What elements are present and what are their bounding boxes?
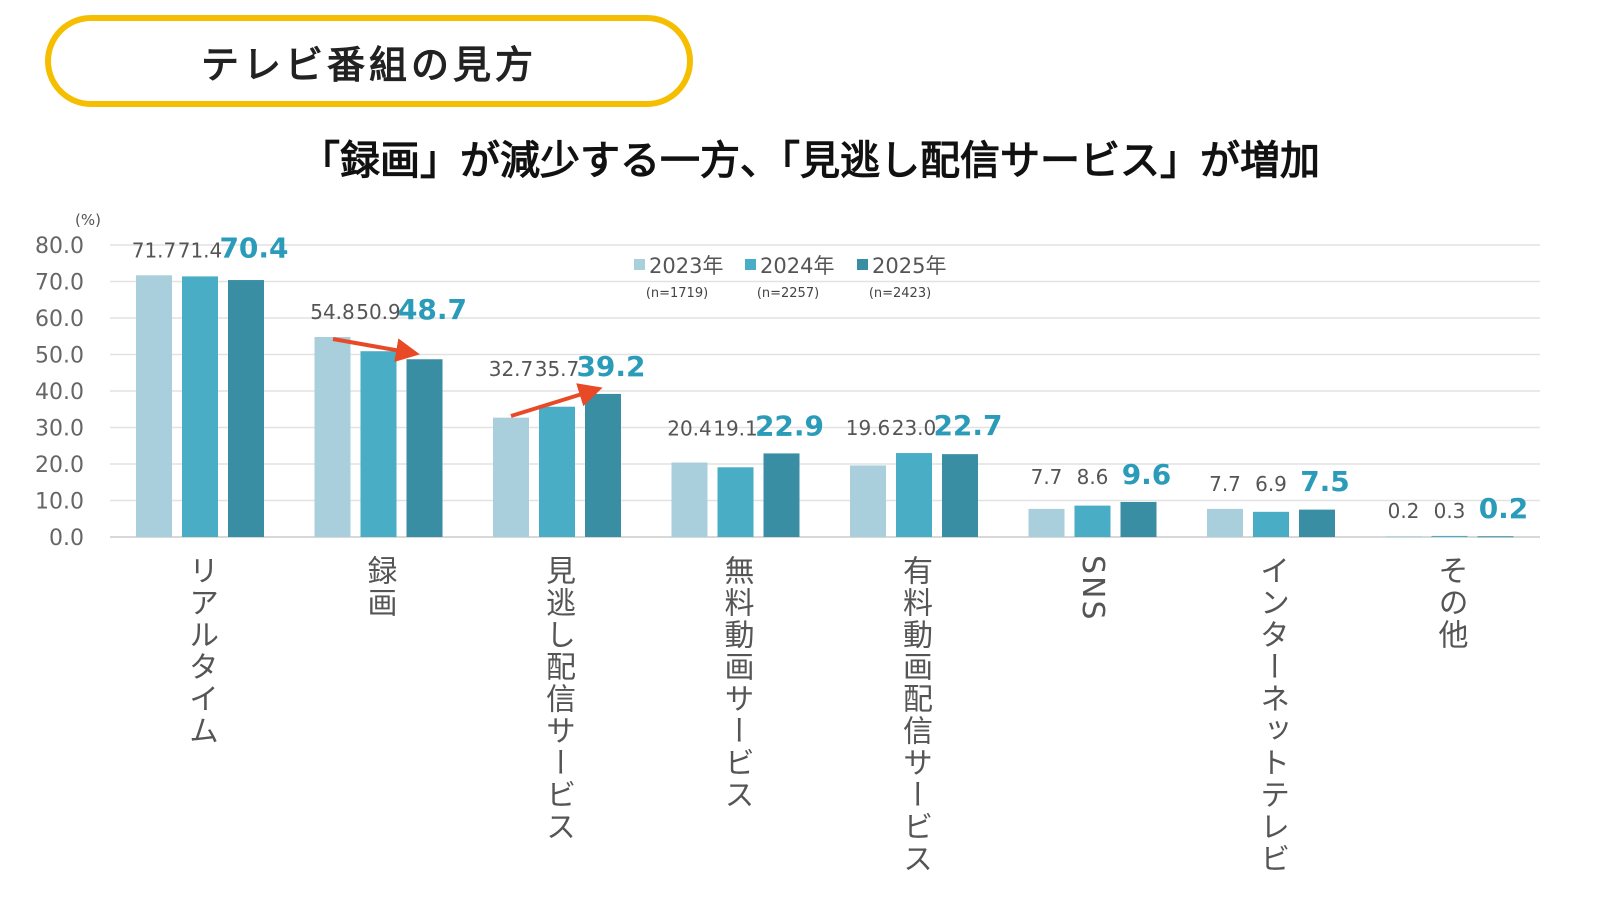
bar-2023年-見逃し配信サービス: [493, 417, 529, 537]
section-title-pill: テレビ番組の見方: [45, 15, 693, 107]
data-label: 7.5: [1300, 465, 1350, 498]
bar-2025年-無料動画サービス: [763, 453, 800, 537]
bar-2023年-インターネットテレビ: [1207, 508, 1243, 537]
bar-2024年-SNS: [1074, 505, 1111, 537]
data-label: 39.2: [576, 350, 645, 383]
bar-2025年-見逃し配信サービス: [585, 393, 621, 537]
bar-2023年-無料動画サービス: [671, 462, 708, 537]
data-label: 48.7: [398, 293, 467, 326]
bar-2023年-録画: [314, 336, 351, 537]
legend-sample-size: (n=1719): [646, 286, 708, 301]
chart-title: 「録画」が減少する一方、「見逃し配信サービス」が増加: [300, 138, 1320, 184]
x-tick-label: その他: [1432, 555, 1468, 651]
bar-2024年-見逃し配信サービス: [539, 406, 575, 537]
legend-sample-size: (n=2257): [757, 286, 819, 301]
data-label: 0.2: [1388, 499, 1420, 523]
legend-swatch: [745, 259, 756, 270]
data-label: 6.9: [1255, 472, 1287, 496]
legend-label: 2024年: [760, 254, 834, 278]
section-title: テレビ番組の見方: [200, 42, 537, 87]
bar-2024年-録画: [360, 351, 397, 537]
bar-2023年-有料動画配信サービス: [850, 465, 886, 537]
bar-2025年-その他: [1477, 536, 1514, 538]
y-tick-label: 40.0: [35, 380, 84, 405]
x-tick-label: リアルタイム: [183, 555, 218, 747]
data-label: 7.7: [1209, 472, 1241, 496]
x-tick-label: 無料動画サービス: [718, 555, 754, 811]
bar-2023年-その他: [1385, 536, 1422, 538]
data-label: 50.9: [356, 300, 401, 324]
y-tick-label: 50.0: [35, 344, 84, 369]
data-label: 7.7: [1031, 465, 1063, 489]
bar-2025年-インターネットテレビ: [1299, 509, 1335, 537]
data-label: 23.0: [892, 416, 937, 440]
y-axis-unit: (%): [75, 211, 101, 229]
bar-2024年-無料動画サービス: [717, 467, 754, 537]
bar-2023年-SNS: [1028, 508, 1065, 537]
data-label: 19.1: [713, 416, 758, 440]
y-tick-label: 10.0: [35, 490, 84, 515]
bar-2024年-インターネットテレビ: [1253, 511, 1289, 537]
bar-2024年-その他: [1431, 535, 1468, 537]
data-label: 19.6: [846, 416, 891, 440]
data-label: 0.2: [1479, 492, 1529, 525]
bar-2024年-リアルタイム: [182, 276, 218, 537]
data-label: 71.4: [178, 238, 223, 262]
trend-arrow-decrease: [332, 337, 420, 363]
y-tick-label: 60.0: [35, 307, 84, 332]
legend-swatch: [857, 259, 868, 270]
data-label: 32.7: [489, 357, 534, 381]
data-label: 8.6: [1077, 465, 1109, 489]
data-label: 22.9: [755, 409, 824, 442]
data-label: 35.7: [535, 357, 580, 381]
y-tick-label: 30.0: [35, 417, 84, 442]
data-label: 22.7: [933, 409, 1002, 442]
y-tick-label: 20.0: [35, 453, 84, 478]
bar-2023年-リアルタイム: [136, 275, 172, 537]
legend-swatch: [634, 259, 645, 270]
y-tick-label: 70.0: [35, 271, 84, 296]
x-tick-label: SNS: [1075, 555, 1110, 622]
y-tick-label: 80.0: [35, 234, 84, 259]
legend-label: 2023年: [649, 254, 723, 278]
x-tick-label: 有料動画配信サービス: [897, 555, 932, 875]
bar-2025年-録画: [406, 359, 443, 537]
legend-sample-size: (n=2423): [869, 286, 931, 301]
data-label: 9.6: [1122, 458, 1172, 491]
data-label: 54.8: [310, 300, 355, 324]
bar-2025年-有料動画配信サービス: [942, 454, 978, 537]
bar-2024年-有料動画配信サービス: [896, 453, 932, 537]
x-tick-label: 見逃し配信サービス: [540, 555, 575, 843]
data-label: 70.4: [219, 231, 288, 264]
x-tick-label: 録画: [361, 555, 397, 619]
legend-label: 2025年: [872, 254, 946, 278]
bar-2025年-リアルタイム: [228, 280, 264, 537]
bar-2025年-SNS: [1120, 501, 1157, 537]
y-tick-label: 0.0: [49, 526, 84, 551]
data-label: 20.4: [667, 416, 712, 440]
data-label: 0.3: [1434, 499, 1466, 523]
x-tick-label: インターネットテレビ: [1254, 555, 1289, 875]
data-label: 71.7: [132, 238, 177, 262]
trend-arrow-increase: [510, 383, 603, 418]
